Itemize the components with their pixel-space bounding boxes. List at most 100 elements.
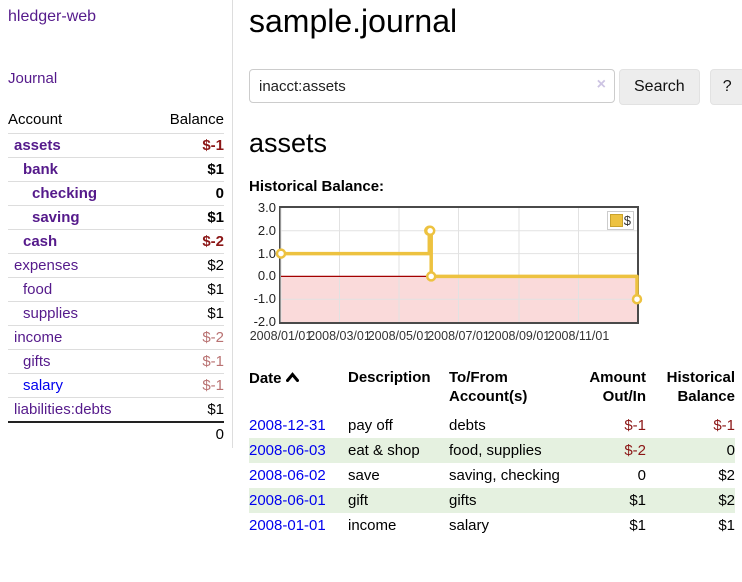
account-row: checking 0 [8,181,224,206]
transactions-header-row: Date Description To/From Account(s) Amou… [249,366,735,413]
account-balance: $2 [149,253,224,278]
chart-title: Historical Balance: [249,178,385,195]
account-link[interactable]: income [14,329,63,346]
col-header-amount: Amount Out/In [589,369,646,405]
account-balance: $1 [149,277,224,302]
sidebar: hledger-web Journal Account Balance asse… [0,0,233,448]
account-link[interactable]: cash [23,233,58,250]
x-tick-label: 2008/09/01 [487,329,551,343]
legend-label: $ [623,213,631,228]
transaction-accounts: saving, checking [449,467,560,484]
transaction-accounts: gifts [449,488,586,513]
accounts-total-value: 0 [149,421,224,446]
transaction-amount: $1 [629,517,646,534]
transaction-date-link[interactable]: 2008-06-03 [249,442,326,459]
transaction-balance: $-1 [713,417,735,434]
account-link[interactable]: checking [32,185,98,202]
transaction-balance: $2 [646,488,735,513]
transaction-date-link[interactable]: 2008-06-01 [249,492,326,509]
transaction-description: income [348,517,397,534]
clear-search-icon[interactable]: × [596,76,606,93]
col-header-balance: Historical Balance [666,369,735,405]
account-row: cash $-2 [8,229,224,254]
app-brand: hledger-web [8,8,224,26]
search-button[interactable]: Search [619,69,700,105]
transaction-amount: $-1 [624,417,646,434]
account-link[interactable]: salary [23,377,64,394]
transaction-description: eat & shop [348,438,449,463]
transaction-description: pay off [348,417,393,434]
account-link[interactable]: assets [14,137,61,154]
account-link[interactable]: bank [23,161,59,178]
account-balance: 0 [149,181,224,206]
x-tick-label: 2008/03/01 [308,329,371,343]
col-header-accounts: To/From Account(s) [449,369,528,405]
transaction-balance: $1 [718,517,735,534]
page-title: sample.journal [249,3,458,39]
x-tick-label: 2008/01/01 [249,329,313,343]
account-balance: $-2 [149,325,224,350]
y-tick-label: 1.0 [257,245,276,261]
account-balance: $1 [149,205,224,230]
accounts-header-balance: Balance [169,111,224,128]
account-row: gifts $-1 [8,349,224,374]
col-header-description: Description [348,369,431,386]
account-row: salary $-1 [8,373,224,398]
help-button[interactable]: ? [709,69,742,105]
transaction-amount: $1 [586,488,646,513]
historical-balance-chart: 3.0 2.0 1.0 0.0 -1.0 -2.0 $ 2008/01/01 2008/03… [249,201,742,346]
account-heading: assets [249,128,328,158]
x-tick-label: 2008/11/01 [547,329,610,343]
brand-link[interactable]: hledger-web [8,8,97,25]
accounts-header-account: Account [8,111,63,128]
search-input[interactable] [249,69,615,103]
y-tick-label: -1.0 [253,291,276,307]
account-row: supplies $1 [8,301,224,326]
transaction-description: save [348,467,380,484]
transaction-accounts: debts [449,417,486,434]
x-tick-label: 2008/05/01 [367,329,431,343]
search-bar: × Search ? [249,69,742,105]
account-link[interactable]: saving [32,209,80,226]
account-row: liabilities:debts $1 [8,397,224,422]
transaction-accounts: food, supplies [449,438,586,463]
transaction-date-link[interactable]: 2008-12-31 [249,417,326,434]
account-balance: $1 [149,301,224,326]
transaction-row: 2008-06-01 gift gifts $1 $2 [249,488,735,513]
accounts-table: Account Balance assets $-1 ban [8,109,224,446]
transaction-row: 2008-12-31 pay off debts $-1 $-1 [249,413,735,438]
account-row: saving $1 [8,205,224,230]
account-balance: $1 [149,157,224,182]
chart-plot-area[interactable]: $ [275,206,643,324]
transaction-date-link[interactable]: 2008-01-01 [249,517,326,534]
account-row: bank $1 [8,157,224,182]
account-row: food $1 [8,277,224,302]
account-link[interactable]: gifts [23,353,51,370]
sort-asc-icon [285,368,299,387]
account-balance: $-2 [149,229,224,254]
x-tick-label: 2008/07/01 [427,329,490,343]
y-tick-label: 0.0 [257,268,276,284]
account-row: expenses $2 [8,253,224,278]
account-balance: $1 [149,397,224,422]
search-box: × [249,69,615,105]
accounts-total-row: 0 [8,421,224,446]
account-link[interactable]: expenses [14,257,79,274]
legend-swatch-icon [609,214,623,227]
nav-journal-link[interactable]: Journal [8,70,58,87]
chart-canvas [275,208,643,322]
main-content: sample.journal × Search ? assets Histori… [233,0,742,538]
account-balance: $-1 [149,349,224,374]
y-tick-label: 3.0 [257,200,276,215]
page: hledger-web Journal Account Balance asse… [0,0,742,538]
col-header-date[interactable]: Date [249,366,348,413]
transaction-description: gift [348,488,449,513]
y-tick-label: 2.0 [257,222,276,238]
account-link[interactable]: liabilities:debts [14,401,112,418]
account-balance: $-1 [149,373,224,398]
transaction-amount: $-2 [586,438,646,463]
transaction-date-link[interactable]: 2008-06-02 [249,467,326,484]
account-link[interactable]: food [23,281,53,298]
account-row: assets $-1 [8,133,224,158]
account-link[interactable]: supplies [23,305,79,322]
